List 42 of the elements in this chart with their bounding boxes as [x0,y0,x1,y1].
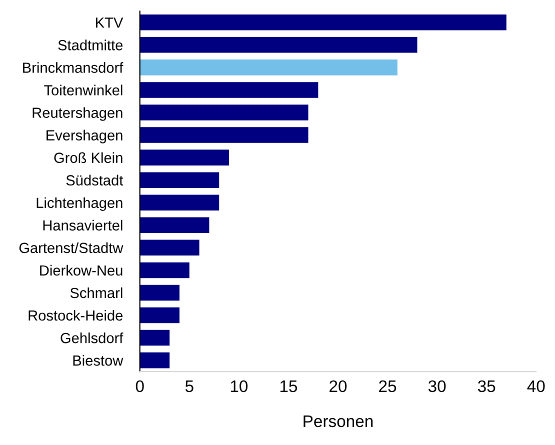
bar [140,150,230,166]
bar [140,330,170,346]
y-tick-label: Gartenst/Stadtw [19,242,124,254]
y-tick-label: Schmarl [70,287,122,298]
y-tick-label: Groß Klein [54,152,122,163]
bar [140,14,506,30]
x-tick-label: 10 [230,380,248,392]
bar [140,60,398,76]
bar [140,172,220,188]
bar [140,82,318,98]
x-tick-label: 25 [379,380,396,392]
y-tick-label: Brinckmansdorf [23,62,124,73]
x-tick-label: 35 [478,380,496,392]
y-tick-label: Stadtmitte [58,40,123,50]
bar [140,37,418,53]
y-tick-label: Gehlsdorf [60,332,124,344]
y-tick-label: Südstadt [66,174,124,186]
y-tick-label: Toitenwinkel [44,84,122,96]
bar [140,127,308,143]
bar [140,262,190,278]
bar [140,240,200,256]
bar [140,104,308,120]
y-tick-label: Rostock-Heide [28,310,123,321]
bar [140,284,180,301]
y-tick-label: Evershagen [46,130,122,144]
x-tick-label: 5 [185,380,194,392]
bar [140,307,180,324]
x-tick-label: 20 [330,380,347,392]
x-tick-label: 30 [428,380,446,392]
y-tick-label: Lichtenhagen [36,197,122,211]
x-tick-label: 0 [136,380,144,392]
y-tick-label: KTV [96,18,124,28]
bar [140,217,210,234]
bar [140,194,220,210]
bar [140,352,170,368]
x-tick-label: 15 [280,380,298,392]
y-tick-label: Biestow [73,355,124,366]
x-tick-label: 40 [527,380,545,392]
y-tick-label: Reutershagen [32,107,122,121]
y-tick-label: Dierkow-Neu [40,264,122,276]
y-tick-label: Hansaviertel [43,220,122,231]
x-axis-title: Personen [304,416,373,428]
